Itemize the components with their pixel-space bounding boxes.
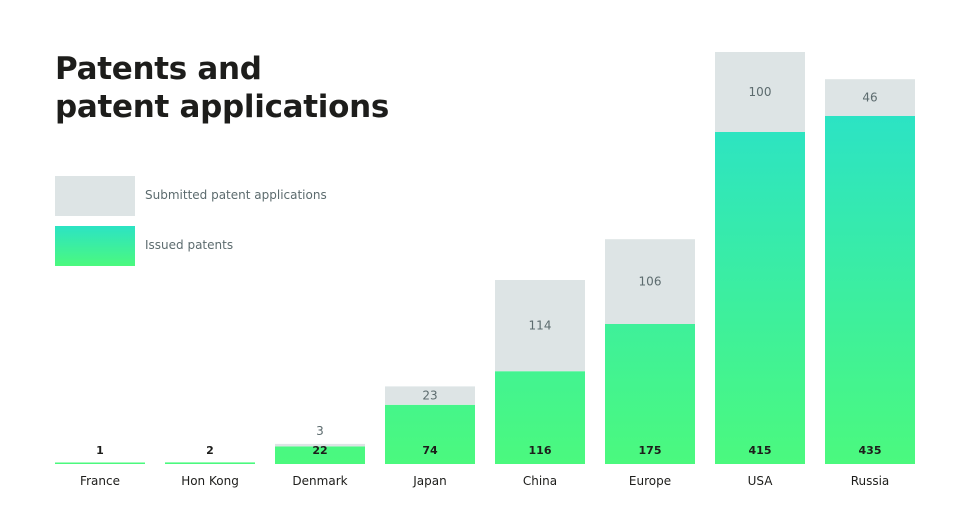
legend-label-submitted: Submitted patent applications [145,188,327,202]
data-label-submitted-russia: 46 [862,91,877,105]
data-label-issued-china: 116 [529,444,552,457]
bar-issued-denmark [275,446,365,464]
data-label-issued-japan: 74 [422,444,438,457]
data-label-issued-france: 1 [96,444,104,457]
data-label-issued-usa: 415 [749,444,772,457]
category-label-usa: USA [748,474,774,488]
chart-title: Patents and patent applications [55,50,389,126]
bar-issued-russia [825,116,915,464]
data-label-submitted-china: 114 [529,319,552,333]
bar-submitted-usa [715,52,805,132]
category-label-russia: Russia [851,474,890,488]
data-label-issued-denmark: 22 [312,444,327,457]
legend-swatch-submitted [55,176,135,216]
legend-swatch-issued [55,226,135,266]
bars-group: 1 France 2 Hon Kong 3 22 Denmark 23 74 Japan 114 11… [55,52,915,488]
bar-issued-hon-kong [165,462,255,464]
data-label-submitted-usa: 100 [749,85,772,99]
category-label-denmark: Denmark [292,474,347,488]
category-label-china: China [523,474,557,488]
bar-submitted-denmark [275,443,365,447]
bar-submitted-japan [385,386,475,405]
bar-issued-usa [715,132,805,464]
category-label-hon-kong: Hon Kong [181,474,239,488]
data-label-submitted-europe: 106 [639,275,662,289]
category-label-europe: Europe [629,474,671,488]
data-label-issued-russia: 435 [859,444,882,457]
bar-issued-europe [605,324,695,464]
bar-issued-france [55,462,145,464]
bar-issued-japan [385,404,475,464]
bar-issued-china [495,371,585,464]
category-label-france: France [80,474,120,488]
bar-submitted-europe [605,239,695,324]
chart-title-line-2: patent applications [55,89,390,125]
data-label-issued-europe: 175 [639,444,662,457]
data-label-submitted-japan: 23 [422,389,437,403]
bar-submitted-china [495,280,585,372]
legend-label-issued: Issued patents [145,238,234,252]
chart-title-line-1: Patents and [55,51,262,87]
bar-submitted-russia [825,79,915,116]
data-label-submitted-denmark: 3 [316,424,324,438]
category-label-japan: Japan [412,474,446,488]
legend-item-submitted: Submitted patent applications [55,176,455,216]
legend-item-issued: Issued patents [55,226,455,266]
data-label-issued-hon-kong: 2 [206,444,214,457]
